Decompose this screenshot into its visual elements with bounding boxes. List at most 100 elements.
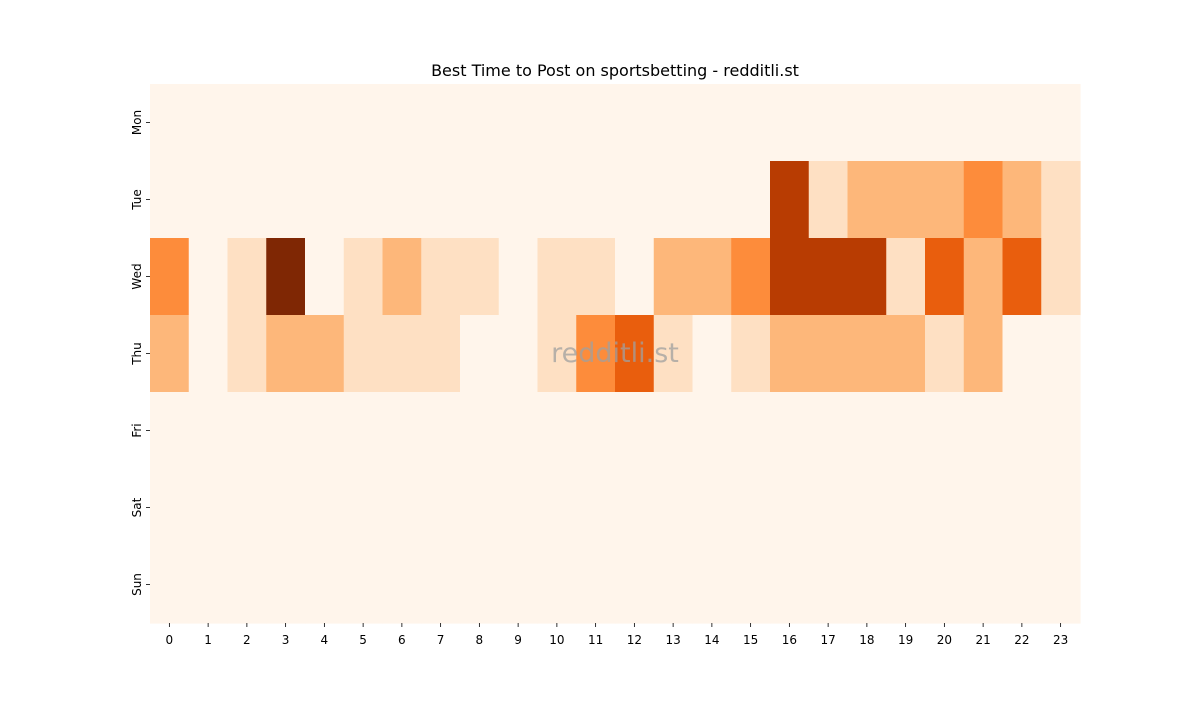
x-tick-label: 3 [282,633,290,647]
heatmap-cell-thu-18 [847,315,887,393]
heatmap-cell-fri-14 [692,392,732,470]
heatmap-cell-sun-18 [847,546,887,624]
heatmap-cell-fri-11 [576,392,616,470]
heatmap-cell-wed-16 [770,238,810,316]
heatmap-cell-fri-13 [653,392,694,470]
heatmap-cell-wed-18 [847,238,887,316]
heatmap-cell-sat-8 [460,469,500,547]
heatmap-cell-sat-9 [498,469,539,547]
heatmap-cell-fri-18 [847,392,887,470]
heatmap-cell-tue-17 [808,161,849,239]
heatmap-cell-fri-3 [266,392,306,470]
heatmap-cell-mon-17 [808,84,849,162]
heatmap-cell-mon-15 [731,84,771,162]
heatmap-cell-sat-17 [808,469,849,547]
heatmap-cell-tue-9 [498,161,539,239]
heatmap-cell-tue-23 [1041,161,1081,239]
heatmap-cell-sat-20 [925,469,965,547]
heatmap-cell-wed-4 [305,238,345,316]
heatmap-cell-sun-21 [963,546,1004,624]
heatmap-cell-tue-3 [266,161,306,239]
heatmap-cell-wed-19 [886,238,926,316]
heatmap-cell-thu-13 [653,315,694,393]
heatmap-cell-tue-15 [731,161,771,239]
heatmap-cell-thu-12 [615,315,655,393]
x-tick-label: 19 [898,633,913,647]
heatmap-cell-tue-5 [343,161,384,239]
heatmap-cell-thu-17 [808,315,849,393]
x-tick-label: 11 [588,633,603,647]
heatmap-cell-fri-17 [808,392,849,470]
x-tick-label: 17 [820,633,835,647]
heatmap-cell-fri-6 [382,392,422,470]
heatmap-cell-sat-14 [692,469,732,547]
heatmap-cell-fri-0 [150,392,190,470]
heatmap-cell-sun-15 [731,546,771,624]
y-axis-ticks: Mon Tue Wed Thu Fri Sat Sun [130,110,150,596]
heatmap-cell-thu-0 [150,315,190,393]
heatmap-cell-tue-4 [305,161,345,239]
heatmap-cell-sun-22 [1002,546,1042,624]
heatmap-cell-thu-14 [692,315,732,393]
heatmap-cell-mon-13 [653,84,694,162]
x-tick-label: 20 [937,633,952,647]
heatmap-cell-mon-6 [382,84,422,162]
heatmap-cell-wed-14 [692,238,732,316]
heatmap-cell-sat-11 [576,469,616,547]
heatmap-cell-thu-7 [421,315,461,393]
y-tick-label: Wed [130,263,144,289]
heatmap-cell-wed-7 [421,238,461,316]
heatmap-cell-sun-23 [1041,546,1081,624]
heatmap-cell-sun-9 [498,546,539,624]
heatmap-cell-wed-22 [1002,238,1042,316]
heatmap-cell-sun-3 [266,546,306,624]
heatmap-cell-tue-10 [537,161,577,239]
heatmap-cell-sat-22 [1002,469,1042,547]
x-tick-label: 12 [627,633,642,647]
heatmap-cell-mon-4 [305,84,345,162]
heatmap-cell-sun-16 [770,546,810,624]
heatmap-cell-sun-11 [576,546,616,624]
heatmap-cell-fri-10 [537,392,577,470]
heatmap-cell-mon-21 [963,84,1004,162]
heatmap-cell-sat-18 [847,469,887,547]
heatmap-cell-thu-4 [305,315,345,393]
heatmap-cell-sat-3 [266,469,306,547]
heatmap-cell-mon-14 [692,84,732,162]
heatmap-cell-sat-21 [963,469,1004,547]
heatmap-cell-sat-10 [537,469,577,547]
heatmap-cell-sun-6 [382,546,422,624]
heatmap-cell-fri-21 [963,392,1004,470]
heatmap-cell-sun-8 [460,546,500,624]
heatmap-cell-tue-6 [382,161,422,239]
heatmap-cell-thu-20 [925,315,965,393]
x-tick-label: 15 [743,633,758,647]
heatmap-cell-sun-4 [305,546,345,624]
heatmap-cell-wed-20 [925,238,965,316]
heatmap-cell-sun-20 [925,546,965,624]
heatmap-cell-mon-23 [1041,84,1081,162]
heatmap-cell-wed-15 [731,238,771,316]
watermark-text: redditli.st [551,338,679,369]
heatmap-cell-fri-2 [227,392,267,470]
heatmap-cell-wed-12 [615,238,655,316]
heatmap-cell-mon-20 [925,84,965,162]
heatmap-cell-sun-14 [692,546,732,624]
y-tick-label: Mon [130,110,144,135]
heatmap-cell-sun-12 [615,546,655,624]
heatmap-cell-wed-11 [576,238,616,316]
heatmap-cell-thu-6 [382,315,422,393]
heatmap-cell-thu-23 [1041,315,1081,393]
heatmap-cell-sat-1 [188,469,229,547]
heatmap-cell-sat-6 [382,469,422,547]
heatmap-cell-sat-19 [886,469,926,547]
x-tick-label: 4 [321,633,329,647]
heatmap-cell-fri-23 [1041,392,1081,470]
heatmap-cell-thu-21 [963,315,1004,393]
heatmap-cell-mon-5 [343,84,384,162]
heatmap-cell-tue-8 [460,161,500,239]
heatmap-cell-thu-2 [227,315,267,393]
heatmap-cell-thu-5 [343,315,384,393]
heatmap-cell-sat-13 [653,469,694,547]
heatmap-cell-thu-22 [1002,315,1042,393]
